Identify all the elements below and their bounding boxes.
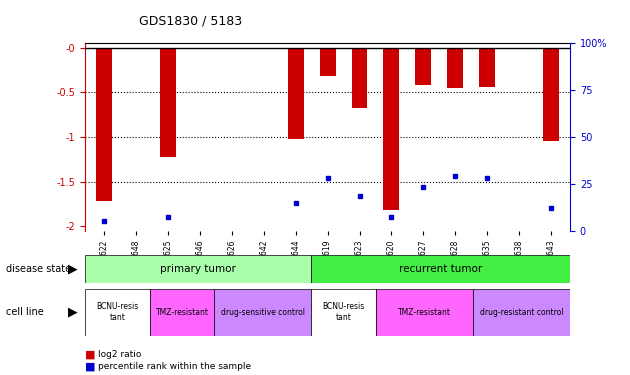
Bar xyxy=(473,289,570,336)
Text: cell line: cell line xyxy=(6,307,44,317)
Bar xyxy=(447,48,463,88)
Bar xyxy=(85,289,150,336)
Bar xyxy=(85,255,311,283)
Bar xyxy=(150,289,214,336)
Bar xyxy=(415,48,432,85)
Text: drug-resistant control: drug-resistant control xyxy=(480,308,563,316)
Text: ▶: ▶ xyxy=(67,306,77,319)
Text: disease state: disease state xyxy=(6,264,71,274)
Bar xyxy=(288,48,304,139)
Bar xyxy=(160,48,176,158)
Text: drug-sensitive control: drug-sensitive control xyxy=(221,308,305,316)
Bar xyxy=(376,289,473,336)
Text: ■: ■ xyxy=(85,362,96,372)
Text: BCNU-resis
tant: BCNU-resis tant xyxy=(96,303,139,322)
Bar xyxy=(319,48,336,76)
Bar xyxy=(479,48,495,87)
Text: BCNU-resis
tant: BCNU-resis tant xyxy=(323,303,365,322)
Text: ▶: ▶ xyxy=(67,262,77,276)
Text: TMZ-resistant: TMZ-resistant xyxy=(156,308,209,316)
Bar xyxy=(96,48,112,201)
Text: recurrent tumor: recurrent tumor xyxy=(399,264,483,274)
Text: GDS1830 / 5183: GDS1830 / 5183 xyxy=(139,15,242,28)
Bar xyxy=(214,289,311,336)
Bar xyxy=(384,48,399,210)
Text: primary tumor: primary tumor xyxy=(160,264,236,274)
Bar xyxy=(543,48,559,141)
Text: ■: ■ xyxy=(85,350,96,359)
Text: percentile rank within the sample: percentile rank within the sample xyxy=(98,362,251,371)
Text: TMZ-resistant: TMZ-resistant xyxy=(398,308,451,316)
Bar xyxy=(311,289,376,336)
Bar xyxy=(352,48,367,108)
Text: log2 ratio: log2 ratio xyxy=(98,350,141,359)
Bar xyxy=(311,255,570,283)
